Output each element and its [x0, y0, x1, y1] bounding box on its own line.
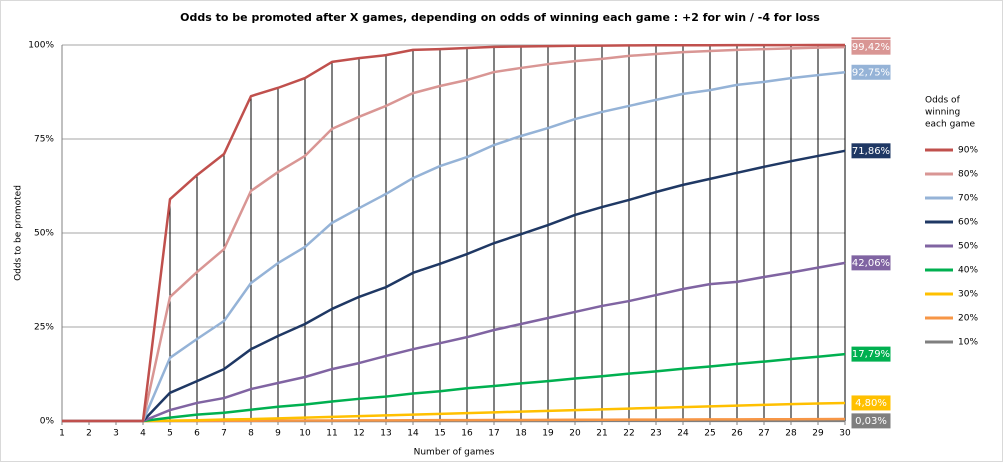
x-tick-label: 28	[785, 429, 797, 439]
y-tick-label: 100%	[28, 41, 54, 51]
x-tick-label: 25	[704, 429, 715, 439]
data-label: 0,03%	[855, 416, 887, 427]
legend-label: 40%	[958, 266, 978, 276]
legend-title: Odds of	[925, 96, 961, 106]
x-tick-label: 5	[167, 429, 173, 439]
x-axis-title: Number of games	[414, 448, 495, 458]
legend-label: 60%	[958, 218, 978, 228]
legend-label: 70%	[958, 194, 978, 204]
data-label-box	[850, 142, 892, 160]
data-label-box	[850, 394, 892, 412]
chart-title: Odds to be promoted after X games, depen…	[180, 11, 820, 24]
x-tick-label: 22	[623, 429, 634, 439]
x-tick-label: 23	[650, 429, 661, 439]
legend-label: 20%	[958, 314, 978, 324]
x-tick-label: 20	[569, 429, 581, 439]
series-line	[62, 401, 846, 423]
x-tick-label: 24	[677, 429, 689, 439]
x-tick-label: 10	[299, 429, 311, 439]
x-tick-label: 27	[758, 429, 769, 439]
x-tick-label: 15	[434, 429, 445, 439]
legend-title: each game	[925, 120, 976, 130]
series-line	[62, 261, 846, 423]
y-tick-label: 25%	[34, 323, 54, 333]
data-label-box	[850, 63, 892, 81]
x-tick-label: 3	[113, 429, 119, 439]
legend-label: 80%	[958, 170, 978, 180]
legend-label: 30%	[958, 290, 978, 300]
legend-label: 10%	[958, 338, 978, 348]
data-label-box	[850, 38, 892, 56]
y-axis-title: Odds to be promoted	[14, 185, 24, 281]
x-tick-label: 7	[221, 429, 227, 439]
data-label: 92,75%	[852, 67, 890, 78]
x-tick-label: 9	[275, 429, 281, 439]
y-tick-label: 50%	[34, 229, 54, 239]
data-label-box	[850, 412, 892, 430]
x-tick-label: 29	[812, 429, 824, 439]
x-tick-label: 13	[380, 429, 391, 439]
x-tick-label: 16	[461, 429, 473, 439]
data-label-box	[850, 345, 892, 363]
legend-label: 90%	[958, 146, 978, 156]
series-line	[62, 149, 846, 423]
series-line	[62, 71, 846, 423]
y-tick-label: 0%	[40, 417, 55, 427]
legend-title: winning	[925, 108, 960, 118]
data-label: 4,80%	[855, 398, 887, 409]
x-tick-label: 2	[86, 429, 92, 439]
x-tick-label: 17	[488, 429, 499, 439]
x-tick-label: 26	[731, 429, 743, 439]
series-line	[62, 43, 846, 423]
x-tick-label: 4	[140, 429, 146, 439]
data-label-box	[850, 254, 892, 272]
legend-label: 50%	[958, 242, 978, 252]
data-label: 17,79%	[852, 349, 890, 360]
x-tick-label: 12	[353, 429, 364, 439]
series-line	[62, 352, 846, 423]
x-tick-label: 8	[248, 429, 254, 439]
x-tick-label: 1	[59, 429, 65, 439]
series-line	[62, 45, 846, 423]
x-tick-label: 14	[407, 429, 419, 439]
x-tick-label: 18	[515, 429, 527, 439]
x-tick-label: 30	[839, 429, 851, 439]
x-tick-label: 6	[194, 429, 200, 439]
data-label: 99,42%	[852, 42, 890, 53]
x-tick-label: 11	[326, 429, 337, 439]
x-tick-label: 21	[596, 429, 607, 439]
y-tick-label: 75%	[34, 135, 54, 145]
data-label: 42,06%	[852, 258, 890, 269]
data-label: 71,86%	[852, 146, 890, 157]
x-tick-label: 19	[542, 429, 554, 439]
